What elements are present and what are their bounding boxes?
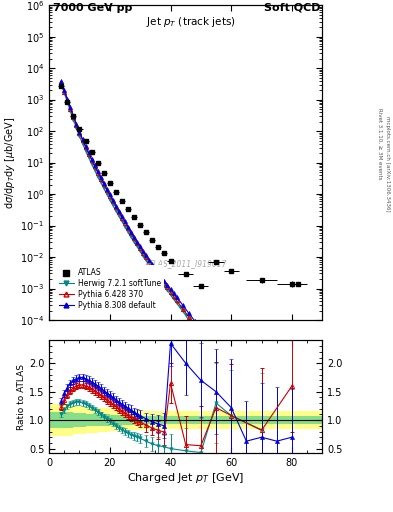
Text: Jet $p_T$ (track jets): Jet $p_T$ (track jets): [146, 14, 236, 29]
Text: Soft QCD: Soft QCD: [264, 3, 320, 13]
Text: mcplots.cern.ch [arXiv:1306.3436]: mcplots.cern.ch [arXiv:1306.3436]: [385, 116, 389, 211]
Y-axis label: Ratio to ATLAS: Ratio to ATLAS: [17, 364, 26, 430]
Text: 7000 GeV pp: 7000 GeV pp: [53, 3, 132, 13]
X-axis label: Charged Jet $p_T$ [GeV]: Charged Jet $p_T$ [GeV]: [127, 471, 244, 485]
Text: ATLAS_2011_I919017: ATLAS_2011_I919017: [145, 259, 227, 268]
Legend: ATLAS, Herwig 7.2.1 softTune, Pythia 6.428 370, Pythia 8.308 default: ATLAS, Herwig 7.2.1 softTune, Pythia 6.4…: [56, 265, 164, 313]
Y-axis label: d$\sigma$/d$p_T$d$y$ [$\mu$b/GeV]: d$\sigma$/d$p_T$d$y$ [$\mu$b/GeV]: [3, 116, 17, 209]
Text: Rivet 3.1.10, ≥ 3M events: Rivet 3.1.10, ≥ 3M events: [377, 108, 382, 179]
